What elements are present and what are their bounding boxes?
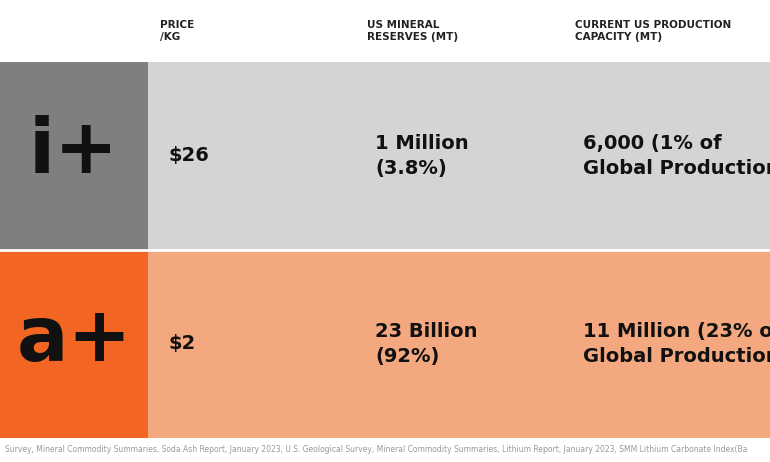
Text: 1 Million
(3.8%): 1 Million (3.8%) [375, 134, 469, 178]
Text: $2: $2 [168, 334, 196, 353]
Text: i+: i+ [29, 115, 119, 189]
Bar [148, 62, 770, 250]
Bar [0, 250, 148, 438]
Text: PRICE
/KG: PRICE /KG [160, 20, 194, 42]
Text: CURRENT US PRODUCTION
CAPACITY (MT): CURRENT US PRODUCTION CAPACITY (MT) [574, 20, 731, 42]
Text: 23 Billion
(92%): 23 Billion (92%) [375, 322, 478, 366]
Text: 11 Million (23% of
Global Production: 11 Million (23% of Global Production [583, 322, 770, 366]
Text: $26: $26 [168, 146, 209, 165]
Text: 6,000 (1% of
Global Production: 6,000 (1% of Global Production [583, 134, 770, 178]
Text: US MINERAL
RESERVES (MT): US MINERAL RESERVES (MT) [367, 20, 458, 42]
Bar [0, 62, 148, 250]
Bar [148, 250, 770, 438]
Text: a+: a+ [16, 303, 132, 377]
Text: Survey, Mineral Commodity Summaries, Soda Ash Report, January 2023, U.S. Geologi: Survey, Mineral Commodity Summaries, Sod… [5, 445, 748, 455]
